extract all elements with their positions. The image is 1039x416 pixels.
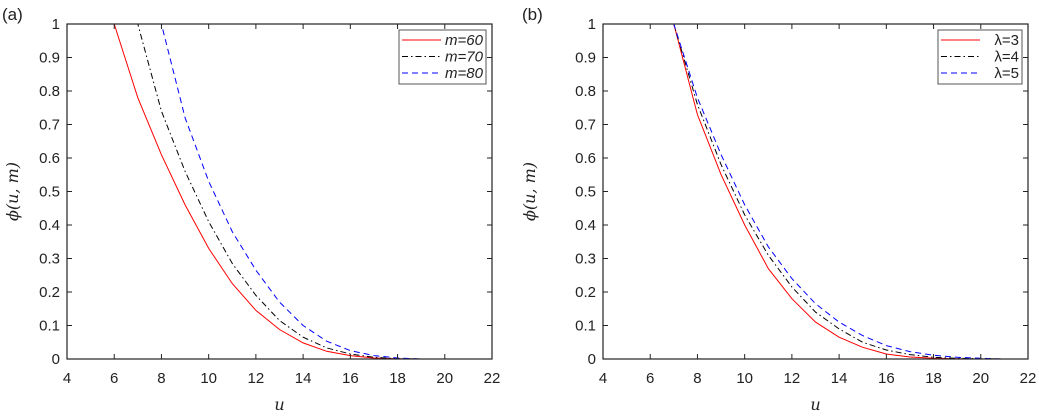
y-tick-label: 0.3 (575, 251, 596, 268)
x-tick-label: 8 (693, 370, 701, 387)
x-tick-label: 22 (1020, 370, 1037, 387)
x-tick-label: 12 (248, 370, 265, 387)
y-tick-label: 1 (588, 16, 596, 33)
panel-label: (a) (2, 5, 23, 24)
series-line-2 (603, 23, 1005, 360)
y-tick-label: 0.4 (39, 217, 60, 234)
x-tick-label: 8 (157, 370, 165, 387)
x-tick-label: 18 (925, 370, 942, 387)
x-tick-label: 14 (831, 370, 848, 387)
y-tick-label: 0.2 (575, 284, 596, 301)
x-tick-label: 10 (736, 370, 753, 387)
legend-label: λ=3 (994, 32, 1019, 49)
x-tick-label: 4 (63, 370, 71, 387)
y-tick-label: 0.6 (39, 150, 60, 167)
legend: m=60m=70m=80 (398, 29, 487, 85)
y-tick-label: 0.7 (39, 117, 60, 134)
y-tick-label: 0.9 (39, 50, 60, 67)
x-tick-label: 4 (599, 370, 607, 387)
x-tick-label: 20 (972, 370, 989, 387)
series-line-1 (603, 23, 1005, 360)
legend-label: m=70 (445, 49, 484, 66)
x-tick-label: 6 (110, 370, 118, 387)
chart-panel-b: 4 6 8 10 12 14 16 18 20 22 0 0.1 0.2 0.3 0.4 0.5 0.6 0.7 0… (520, 5, 1036, 414)
x-tick-label: 10 (200, 370, 217, 387)
legend-label: m=60 (445, 32, 484, 49)
legend-box (937, 29, 1023, 85)
y-axis-label: ϕ(u, m) (520, 162, 539, 221)
y-axis-label: ϕ(u, m) (3, 162, 22, 221)
x-tick-label: 16 (878, 370, 895, 387)
x-tick-label: 16 (342, 370, 359, 387)
y-tick-label: 0.3 (39, 251, 60, 268)
x-axis-label: u (810, 395, 820, 414)
y-tick-label: 0.1 (39, 318, 60, 335)
y-tick-label: 0.8 (575, 83, 596, 100)
y-tick-label: 0 (588, 351, 596, 368)
panel-label: (b) (522, 5, 543, 24)
x-tick-label: 22 (484, 370, 501, 387)
x-tick-label: 14 (295, 370, 312, 387)
legend-label: m=80 (445, 65, 484, 82)
x-tick-label: 12 (784, 370, 801, 387)
chart-panel-a: 4 6 8 10 12 14 16 18 20 22 0 0.1 0.2 0.3 0.4 0.5 0.6 0.7 0… (2, 5, 500, 414)
y-tick-label: 0.5 (39, 184, 60, 201)
y-tick-label: 0.2 (39, 284, 60, 301)
x-tick-label: 6 (646, 370, 654, 387)
y-tick-label: 1 (52, 16, 60, 33)
y-tick-label: 0.7 (575, 117, 596, 134)
y-tick-label: 0 (52, 351, 60, 368)
x-tick-label: 20 (436, 370, 453, 387)
y-tick-label: 0.5 (575, 184, 596, 201)
legend-label: λ=5 (994, 65, 1019, 82)
x-axis-label: u (274, 395, 284, 414)
x-tick-label: 18 (389, 370, 406, 387)
y-tick-label: 0.9 (575, 50, 596, 67)
y-tick-label: 0.4 (575, 217, 596, 234)
legend-box (398, 29, 487, 85)
legend: λ=3λ=4λ=5 (937, 29, 1023, 85)
y-tick-label: 0.6 (575, 150, 596, 167)
legend-label: λ=4 (994, 49, 1019, 66)
y-tick-label: 0.1 (575, 318, 596, 335)
y-tick-label: 0.8 (39, 83, 60, 100)
